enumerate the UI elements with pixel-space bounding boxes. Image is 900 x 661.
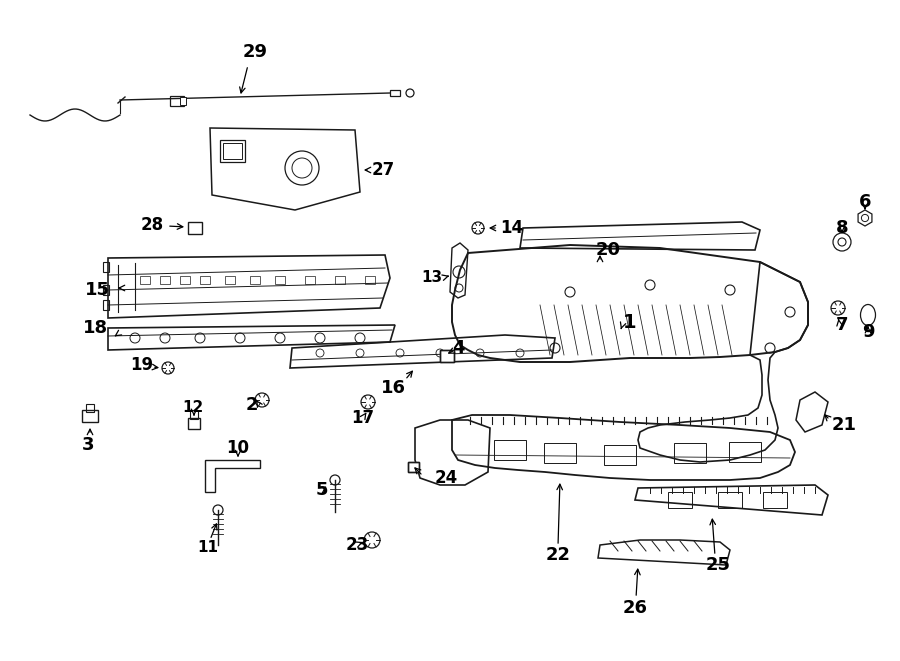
Text: 2: 2 xyxy=(246,396,258,414)
Bar xyxy=(82,410,98,422)
Bar xyxy=(440,350,454,362)
Bar xyxy=(305,276,315,284)
Text: 16: 16 xyxy=(381,379,406,397)
Bar xyxy=(275,276,285,284)
Text: 28: 28 xyxy=(140,216,164,234)
Bar xyxy=(190,410,198,419)
Text: 20: 20 xyxy=(596,241,620,259)
Bar xyxy=(335,276,345,284)
Bar xyxy=(763,492,787,508)
Text: 13: 13 xyxy=(421,270,442,286)
Bar xyxy=(188,222,202,234)
Bar xyxy=(440,350,454,362)
Text: 25: 25 xyxy=(706,556,731,574)
Bar xyxy=(544,443,576,463)
Bar xyxy=(103,300,109,310)
Bar xyxy=(718,492,742,508)
Bar xyxy=(160,276,170,284)
Text: 19: 19 xyxy=(130,356,154,374)
Text: 3: 3 xyxy=(82,436,94,454)
Text: 15: 15 xyxy=(85,281,110,299)
Text: 8: 8 xyxy=(836,219,849,237)
Text: 5: 5 xyxy=(316,481,328,499)
Bar xyxy=(180,97,186,105)
Text: 10: 10 xyxy=(227,439,249,457)
Bar xyxy=(674,443,706,463)
Bar xyxy=(180,276,190,284)
Bar xyxy=(729,442,761,462)
Text: 21: 21 xyxy=(832,416,857,434)
Bar xyxy=(225,276,235,284)
Bar xyxy=(494,440,526,460)
Bar xyxy=(408,462,419,472)
Bar xyxy=(223,143,242,159)
Bar xyxy=(200,276,210,284)
Text: 29: 29 xyxy=(242,43,267,61)
Text: 6: 6 xyxy=(859,193,871,211)
Bar xyxy=(365,276,375,284)
Text: 4: 4 xyxy=(452,339,464,357)
Bar xyxy=(668,492,692,508)
Text: 17: 17 xyxy=(351,409,374,427)
Text: 9: 9 xyxy=(862,323,874,341)
Text: 14: 14 xyxy=(500,219,523,237)
Bar xyxy=(220,140,245,162)
Text: 12: 12 xyxy=(183,401,203,416)
Bar xyxy=(103,262,109,272)
Text: 24: 24 xyxy=(435,469,458,487)
Text: 18: 18 xyxy=(83,319,108,337)
Text: 23: 23 xyxy=(346,536,369,554)
Text: 27: 27 xyxy=(372,161,395,179)
Text: 1: 1 xyxy=(623,313,637,332)
Bar xyxy=(604,445,636,465)
Text: 26: 26 xyxy=(623,599,647,617)
Text: 11: 11 xyxy=(197,541,219,555)
Bar xyxy=(250,276,260,284)
Bar xyxy=(188,418,200,429)
Bar xyxy=(140,276,150,284)
Text: 22: 22 xyxy=(545,546,571,564)
Bar xyxy=(86,404,94,412)
Text: 7: 7 xyxy=(836,316,848,334)
Bar xyxy=(103,285,109,295)
Bar xyxy=(408,462,419,472)
Bar xyxy=(390,90,400,96)
Bar xyxy=(170,96,184,106)
